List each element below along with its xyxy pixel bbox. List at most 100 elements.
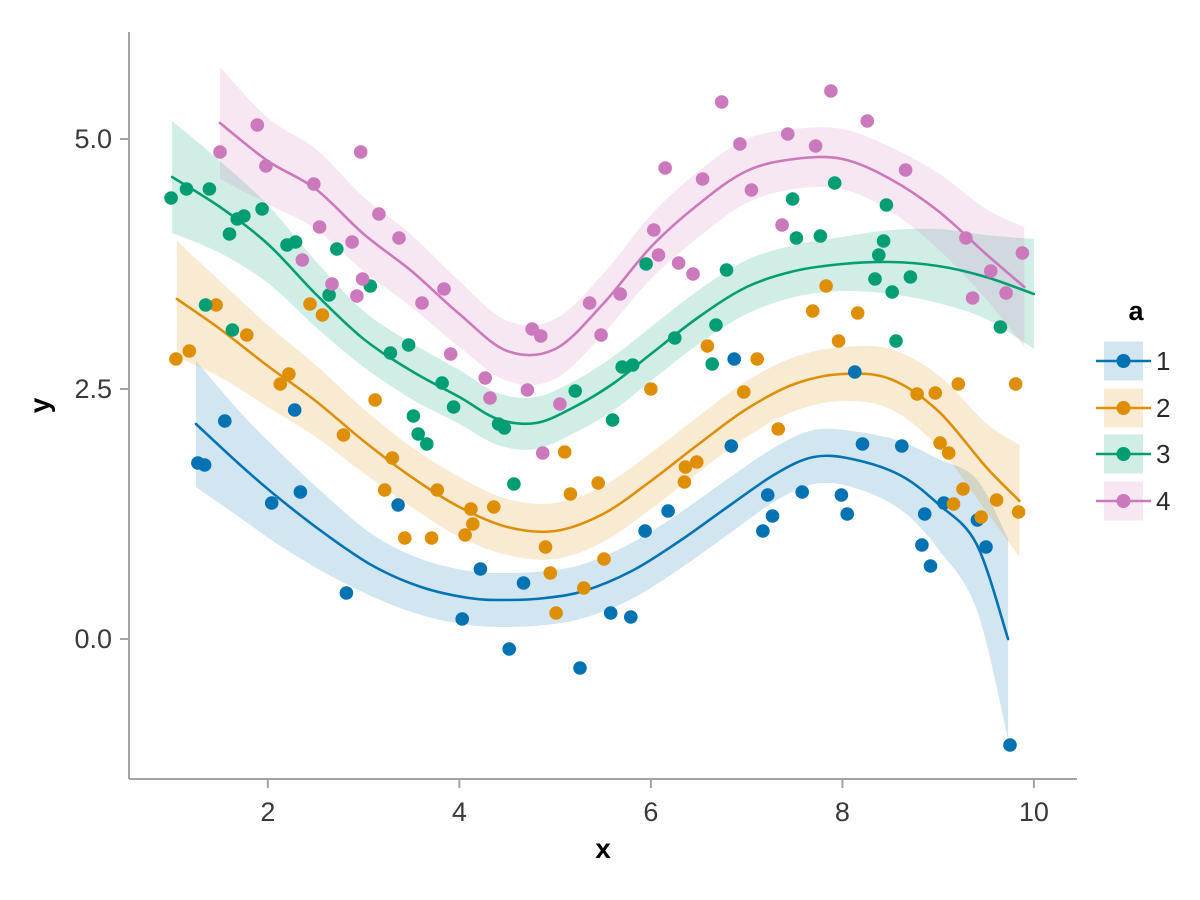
series-1-point (264, 496, 279, 510)
series-4-point (213, 145, 227, 159)
series-4-point (553, 397, 567, 411)
series-3-point (406, 409, 421, 423)
legend-marker-3 (1116, 447, 1131, 461)
series-3-point (164, 191, 178, 205)
series-2-point (487, 500, 501, 514)
series-4-point (372, 207, 386, 221)
series-2-point (750, 352, 764, 366)
series-3-point (179, 182, 194, 196)
series-2-point (591, 476, 605, 490)
series-3-point (401, 338, 416, 352)
series-4-point (775, 218, 789, 232)
series-2-point (737, 385, 751, 399)
series-3-point (420, 437, 434, 451)
series-4-point (781, 127, 795, 141)
legend-label-1: 1 (1156, 346, 1170, 376)
series-3-point (507, 477, 521, 491)
series-3-point (889, 334, 903, 348)
series-3-point (568, 384, 582, 398)
series-4-point (965, 291, 980, 305)
series-1-point (834, 488, 849, 502)
series-4-point (658, 161, 672, 175)
series-2-point (597, 552, 611, 566)
series-4-trend-line (218, 121, 1026, 357)
series-4-point (437, 282, 451, 296)
series-2-point (549, 606, 563, 620)
series-3-point (330, 242, 344, 256)
legend-marker-2 (1116, 401, 1131, 415)
series-4-point (613, 287, 627, 301)
series-3-point (639, 257, 653, 271)
series-4-point (898, 163, 913, 177)
series-1-point (603, 606, 618, 620)
series-3-confidence-band (172, 121, 1034, 450)
series-3-point (497, 421, 512, 435)
x-tick-label: 2 (260, 797, 275, 827)
series-2-point (690, 455, 704, 469)
series-4-point (860, 114, 875, 128)
series-2-point (946, 497, 961, 511)
series-3-point (322, 288, 336, 302)
series-2-point (563, 487, 578, 501)
series-4-point (325, 277, 339, 291)
series-3-point (446, 400, 461, 414)
series-2-point (831, 334, 846, 348)
series-4-point (744, 183, 759, 197)
series-4-point (984, 264, 998, 278)
series-2-point (951, 377, 966, 391)
series-2-point (182, 344, 197, 358)
series-4-point (824, 84, 838, 98)
series-3-point (903, 270, 918, 284)
series-4-point (483, 391, 497, 405)
legend-label-4: 4 (1156, 486, 1170, 516)
series-4-point (534, 329, 548, 343)
series-1-point (724, 439, 739, 453)
x-tick-label: 8 (835, 797, 850, 827)
series-3-point (719, 263, 734, 277)
series-1-point (915, 538, 929, 552)
series-2-point (303, 297, 317, 311)
series-4-point (714, 95, 729, 109)
series-1-point (855, 437, 870, 451)
legend-label-2: 2 (1156, 393, 1170, 423)
series-2-point (466, 517, 480, 531)
x-tick-label: 6 (643, 797, 658, 827)
series-4-point (345, 235, 359, 249)
legend-title: a (1128, 296, 1144, 326)
series-2-point (677, 475, 692, 489)
series-2-point (424, 531, 439, 545)
series-4-point (1015, 246, 1030, 260)
series-1-point (638, 524, 652, 538)
series-4-point (353, 145, 368, 159)
x-tick-label: 4 (452, 797, 467, 827)
x-tick-label: 10 (1019, 797, 1049, 827)
series-4-point (520, 383, 535, 397)
series-1-point (895, 439, 909, 453)
series-4-point (443, 347, 458, 361)
series-2-point (273, 377, 288, 391)
series-2-point (850, 306, 865, 320)
series-2-point (989, 493, 1004, 507)
series-2-point (678, 460, 693, 474)
series-4-point (651, 248, 666, 262)
series-1-point (502, 642, 516, 656)
series-2-point (538, 540, 553, 554)
series-2-point (169, 352, 183, 366)
series-3-point (785, 192, 800, 206)
y-tick-label: 0.0 (74, 624, 112, 654)
series-3-point (868, 272, 882, 286)
series-3-point (872, 248, 886, 262)
series-2-point (385, 451, 400, 465)
series-3-point (225, 323, 240, 337)
series-3-point (411, 427, 426, 441)
legend-marker-4 (1116, 494, 1131, 508)
series-2-point (464, 502, 478, 516)
series-3-point (789, 231, 804, 245)
series-1-point (661, 504, 675, 518)
series-1-point (727, 352, 741, 366)
series-2-point (209, 298, 223, 312)
series-2-point (1008, 377, 1023, 391)
series-1-point (339, 586, 354, 600)
series-2-point (956, 482, 970, 496)
